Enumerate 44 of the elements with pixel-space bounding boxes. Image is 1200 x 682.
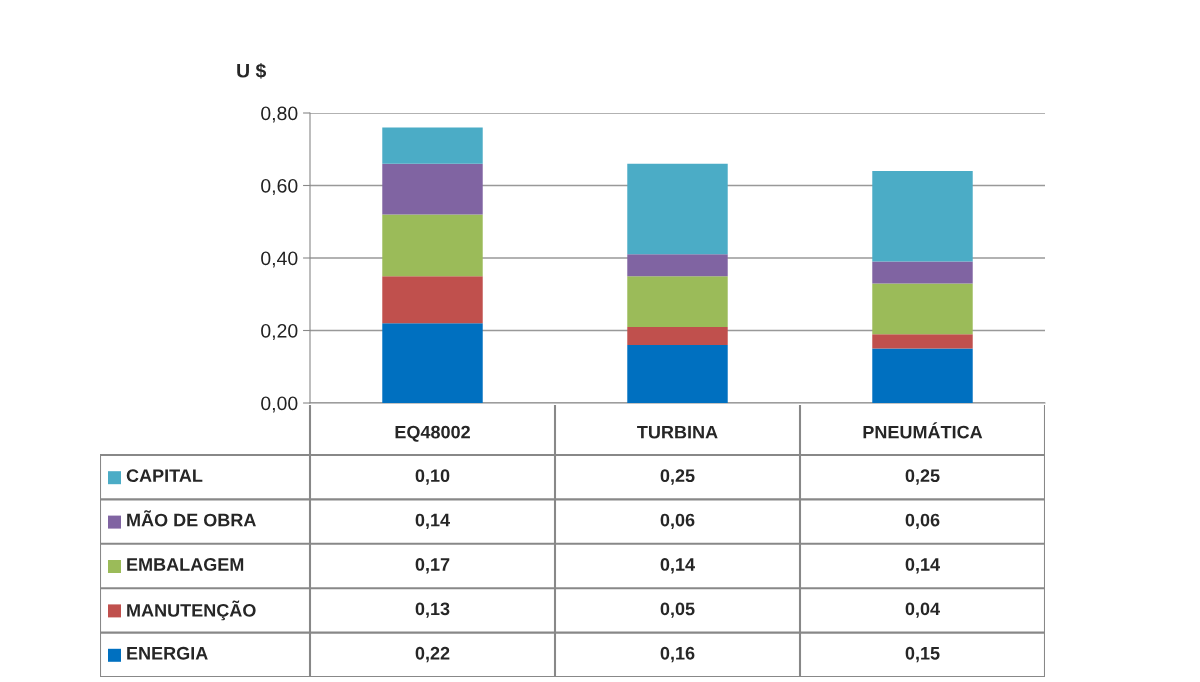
data-label: 0,06 [905,513,940,530]
data-label: 0,14 [415,513,450,530]
data-label: 0,16 [660,646,695,663]
bar [382,127,483,164]
bar [382,163,483,215]
data-label: 0,10 [415,469,450,485]
bar [627,276,728,327]
legend-label: MANUTENÇÃO [127,600,256,621]
bar [627,254,728,277]
data-label: 0,14 [660,558,695,574]
data-label: 0,25 [905,469,940,485]
data-label: 0,25 [660,469,695,485]
x-tick-label: EQ48002 [395,425,470,442]
bar [382,214,483,277]
data-label: 0,04 [905,602,940,618]
x-tick-label: TURBINA [637,425,718,439]
y-axis-title: U $ [237,63,267,79]
y-tick-label: 0,60 [261,178,298,196]
legend-label: ENERGIA [127,646,208,660]
bar [627,163,728,255]
bar [627,326,728,345]
y-tick-label: 0,80 [261,106,298,123]
bar [382,323,483,403]
data-label: 0,05 [660,602,695,618]
bar [627,345,728,403]
data-label: 0,17 [415,558,450,574]
data-label: 0,22 [415,646,450,663]
y-tick-label: 0,00 [261,396,298,413]
legend-label: MÃO DE OBRA [127,510,256,527]
bar [872,171,973,262]
legend-label: CAPITAL [126,469,203,483]
y-tick-label: 0,40 [261,251,298,268]
data-label: 0,13 [415,602,450,618]
data-label: 0,06 [660,513,695,530]
bar [872,283,973,335]
legend-label: EMBALAGEM [127,558,244,571]
bar [872,348,973,403]
bar [872,261,973,284]
y-tick-label: 0,20 [261,323,298,341]
x-tick-label: PNEUMÁTICA [863,422,983,439]
bar [872,334,973,349]
data-label: 0,14 [905,558,940,574]
data-label: 0,15 [905,646,940,663]
bar [382,276,483,324]
